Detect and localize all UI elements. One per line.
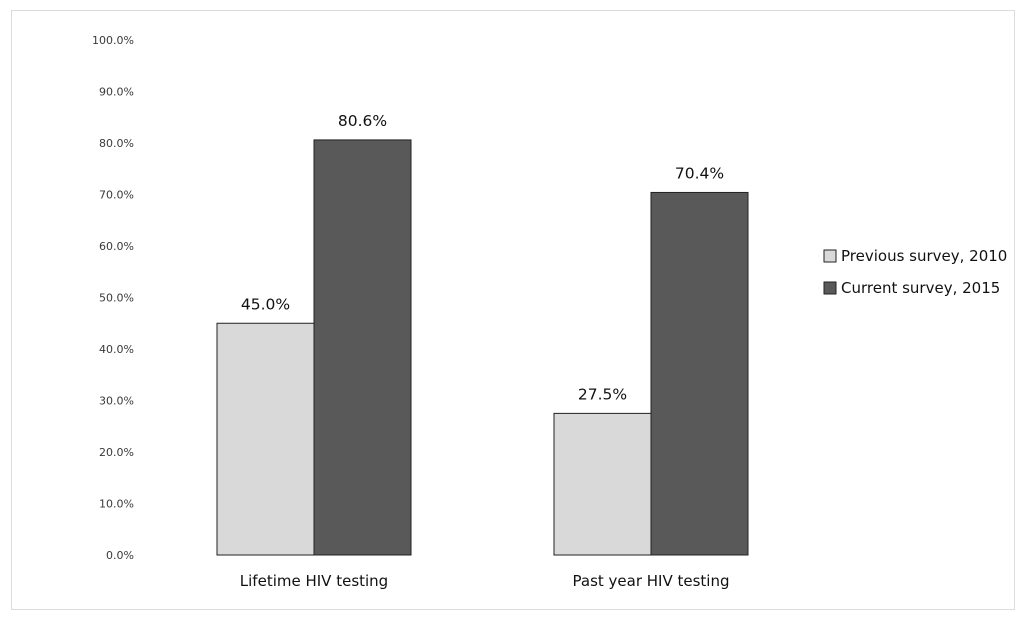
x-category-label: Lifetime HIV testing <box>240 572 388 590</box>
data-label: 27.5% <box>578 385 627 403</box>
y-tick-label: 30.0% <box>99 395 134 408</box>
y-tick-label: 10.0% <box>99 498 134 511</box>
y-tick-label: 70.0% <box>99 189 134 202</box>
y-tick-label: 20.0% <box>99 446 134 459</box>
y-tick-label: 40.0% <box>99 343 134 356</box>
bar-previous-1 <box>216 322 315 556</box>
legend-label: Current survey, 2015 <box>841 279 1000 297</box>
data-label: 80.6% <box>338 112 387 130</box>
y-tick-label: 60.0% <box>99 240 134 253</box>
chart-frame <box>11 10 1015 610</box>
y-tick-label: 100.0% <box>92 34 134 47</box>
y-tick-label: 90.0% <box>99 86 134 99</box>
legend-swatch <box>823 281 837 295</box>
data-label: 45.0% <box>241 295 290 313</box>
y-tick-label: 50.0% <box>99 292 134 305</box>
bar-current-1 <box>313 139 412 556</box>
bar-previous-2 <box>553 412 652 556</box>
legend-label: Previous survey, 2010 <box>841 247 1007 265</box>
y-tick-label: 0.0% <box>106 549 134 562</box>
legend-swatch <box>823 249 837 263</box>
data-label: 70.4% <box>675 164 724 182</box>
bar-current-2 <box>650 191 749 556</box>
x-category-label: Past year HIV testing <box>573 572 730 590</box>
y-tick-label: 80.0% <box>99 137 134 150</box>
